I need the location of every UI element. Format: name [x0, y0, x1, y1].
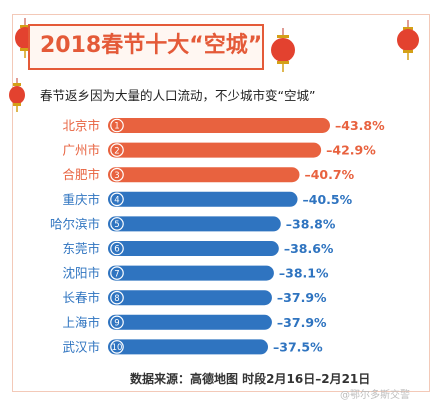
chart-frame — [12, 14, 430, 392]
bar — [108, 290, 272, 306]
chart-title: 2018春节十大“空城” — [40, 33, 263, 58]
bar — [108, 339, 268, 355]
rank-label: 3 — [114, 171, 119, 181]
data-source: 数据来源：高德地图 时段2月16日–2月21日 — [130, 372, 371, 386]
rank-label: 2 — [114, 146, 119, 156]
value-label: –38.1% — [279, 266, 329, 281]
rank-badge — [110, 290, 124, 305]
rank-label: 9 — [114, 319, 119, 329]
category-label: 长春市 — [62, 290, 100, 305]
bar — [108, 167, 300, 183]
category-label: 合肥市 — [62, 167, 100, 182]
bar — [108, 142, 322, 158]
bar — [108, 265, 274, 281]
rank-badge — [110, 315, 124, 330]
rank-badge — [110, 143, 124, 157]
category-label: 重庆市 — [62, 192, 100, 207]
value-label: –37.9% — [277, 315, 327, 330]
lantern-icon — [271, 28, 295, 72]
bar — [108, 216, 281, 232]
bar — [108, 191, 298, 207]
rank-label: 5 — [114, 220, 119, 230]
rank-label: 10 — [112, 343, 123, 353]
value-label: –40.5% — [303, 192, 353, 207]
value-label: –40.7% — [304, 167, 354, 182]
rank-badge — [110, 167, 124, 182]
rank-label: 8 — [114, 294, 119, 304]
value-label: –37.9% — [277, 290, 327, 305]
bar — [108, 118, 330, 133]
chart-subtitle: 春节返乡因为大量的人口流动，不少城市变“空城” — [40, 88, 316, 103]
bar — [108, 314, 272, 330]
rank-label: 1 — [114, 122, 119, 132]
title-box — [28, 24, 264, 70]
rank-badge — [110, 217, 124, 231]
category-label: 北京市 — [62, 118, 100, 133]
value-label: –38.6% — [284, 241, 334, 256]
value-label: –42.9% — [326, 143, 376, 158]
rank-label: 7 — [114, 269, 119, 279]
category-label: 东莞市 — [62, 241, 100, 256]
value-label: –37.5% — [273, 339, 323, 354]
category-label: 沈阳市 — [62, 266, 100, 281]
category-label: 武汉市 — [62, 339, 100, 354]
watermark: @鄂尔多斯交警 — [340, 390, 410, 401]
category-label: 哈尔滨市 — [50, 216, 100, 231]
lantern-icon — [9, 78, 25, 112]
rank-label: 6 — [114, 245, 119, 255]
rank-badge — [110, 241, 124, 256]
bar — [108, 241, 279, 256]
rank-badge — [110, 118, 124, 133]
lantern-icon — [397, 20, 419, 60]
category-label: 广州市 — [62, 143, 100, 158]
rank-label: 4 — [114, 196, 119, 206]
rank-badge — [110, 192, 124, 207]
category-label: 上海市 — [62, 315, 100, 330]
value-label: –38.8% — [286, 216, 336, 231]
value-label: –43.8% — [335, 118, 385, 133]
rank-badge — [110, 266, 124, 280]
rank-badge — [110, 340, 124, 354]
